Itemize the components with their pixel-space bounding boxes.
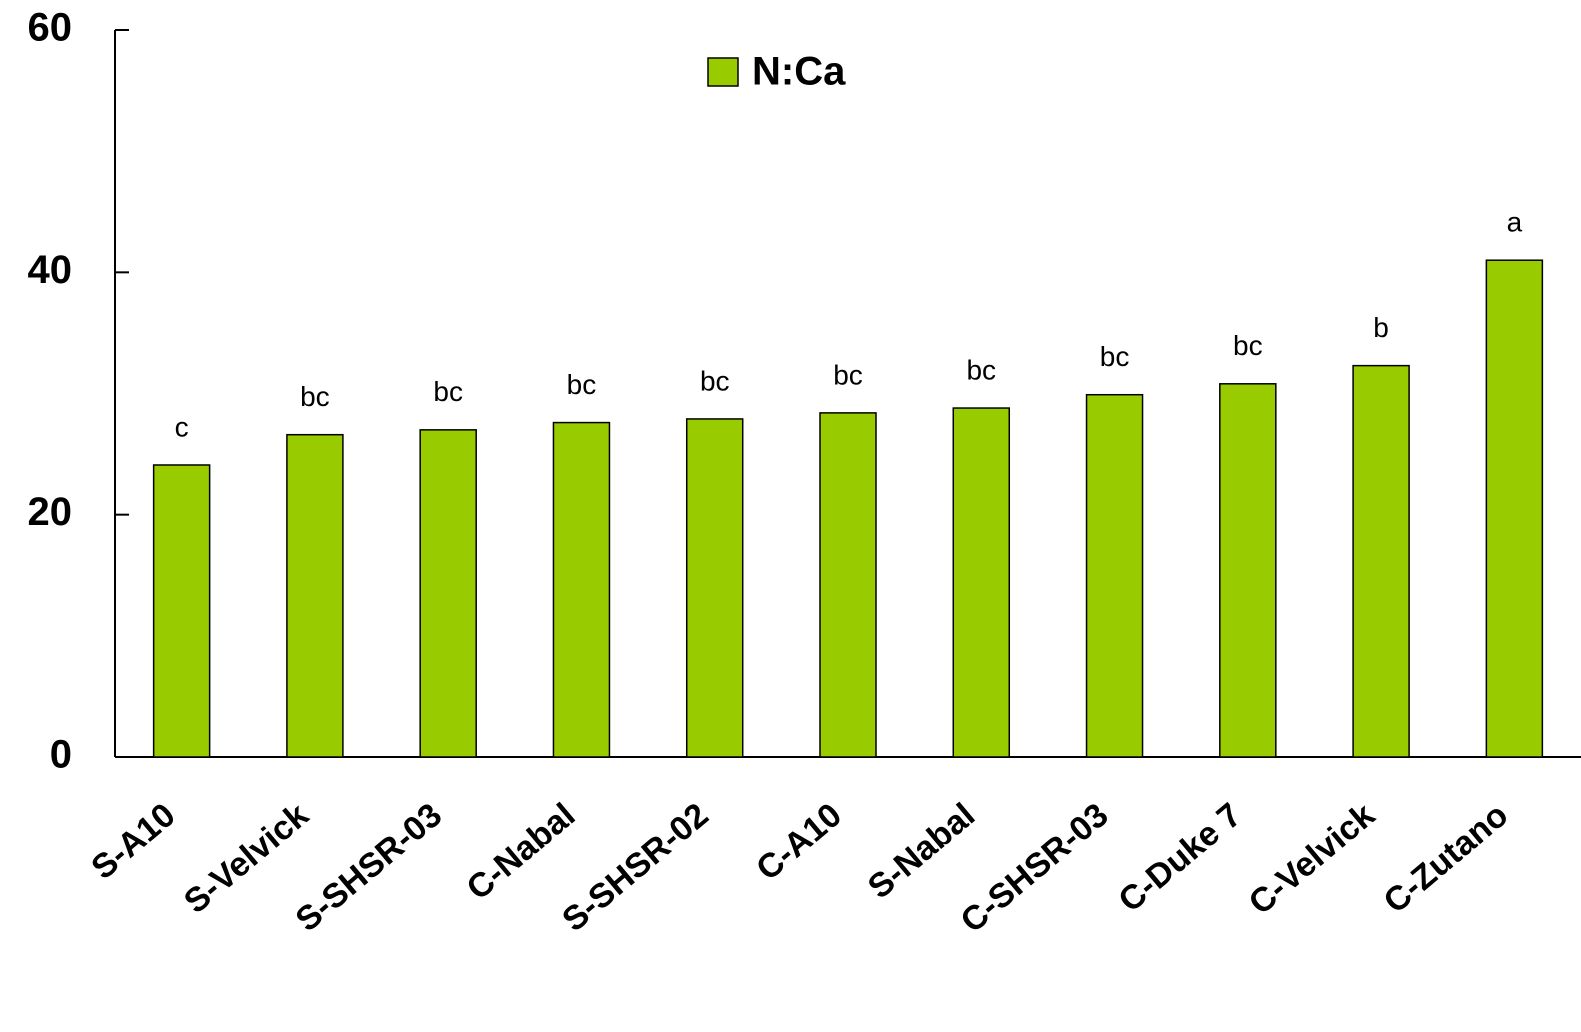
significance-letter: bc bbox=[833, 359, 863, 390]
significance-letter: bc bbox=[1233, 330, 1263, 361]
legend-label: N:Ca bbox=[752, 50, 846, 94]
significance-letter: a bbox=[1507, 207, 1523, 238]
x-tick-label: C-SHSR-03 bbox=[954, 796, 1116, 940]
y-tick-label: 40 bbox=[28, 248, 73, 292]
significance-letter: b bbox=[1373, 312, 1389, 343]
x-tick-label: C-Duke 7 bbox=[1111, 796, 1248, 920]
bar bbox=[952, 407, 1011, 758]
x-tick-label: S-A10 bbox=[84, 796, 182, 887]
bar bbox=[819, 412, 877, 758]
x-tick-label: C-Velvick bbox=[1242, 796, 1382, 922]
x-tick-label: C-Nabal bbox=[460, 796, 583, 908]
y-tick-label: 0 bbox=[50, 733, 72, 777]
bar bbox=[286, 433, 344, 758]
significance-letter: c bbox=[175, 411, 189, 442]
bar bbox=[1485, 259, 1544, 758]
significance-letter: bc bbox=[567, 369, 597, 400]
x-tick-label: S-SHSR-03 bbox=[289, 796, 449, 939]
significance-letter: bc bbox=[1100, 341, 1130, 372]
significance-letter: bc bbox=[300, 381, 330, 412]
significance-letter: bc bbox=[966, 354, 996, 385]
y-tick-label: 20 bbox=[28, 490, 73, 534]
bar bbox=[685, 418, 744, 758]
x-tick-label: S-Nabal bbox=[861, 796, 982, 906]
x-tick-label: C-A10 bbox=[749, 796, 849, 888]
legend-swatch bbox=[707, 57, 739, 87]
x-tick-label: S-Velvick bbox=[177, 796, 316, 921]
x-tick-label: S-SHSR-02 bbox=[555, 796, 715, 939]
bar bbox=[1352, 364, 1410, 758]
bar bbox=[552, 421, 611, 758]
significance-letter: bc bbox=[700, 365, 730, 396]
bar bbox=[152, 464, 211, 758]
bar bbox=[1219, 383, 1277, 758]
bar bbox=[1085, 393, 1144, 758]
significance-letter: bc bbox=[433, 376, 463, 407]
y-tick-label: 60 bbox=[28, 6, 73, 50]
bar bbox=[419, 429, 477, 758]
x-tick-label: C-Zutano bbox=[1377, 796, 1516, 921]
